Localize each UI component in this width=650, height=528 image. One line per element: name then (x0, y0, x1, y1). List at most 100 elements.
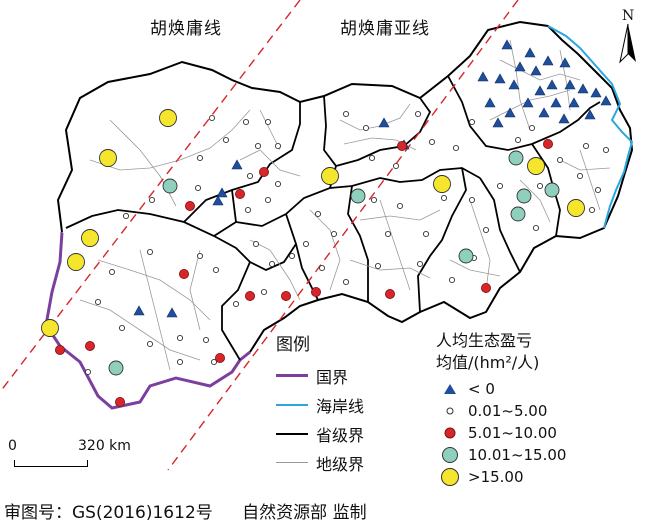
map-marker (396, 140, 407, 151)
map-marker (85, 340, 96, 351)
scale-bar-line (14, 460, 88, 467)
map-marker (274, 142, 282, 150)
value-class-low: 0.01~5.00 (436, 400, 646, 422)
map-marker (321, 167, 339, 185)
map-marker (318, 264, 326, 272)
north-arrow-icon (619, 23, 636, 64)
marker-triangle (501, 39, 513, 50)
supervisor-credit: 自然资源部 监制 (242, 503, 367, 523)
marker-triangle (524, 47, 536, 58)
marker-triangle (514, 61, 526, 72)
map-marker (582, 142, 590, 150)
map-marker (508, 150, 524, 166)
value-class-high: 10.01~15.00 (436, 444, 646, 466)
map-marker (310, 286, 321, 297)
review-number: 审图号：GS(2016)1612号 (4, 503, 213, 523)
map-marker (118, 324, 126, 332)
marker-triangle (494, 73, 506, 84)
map-marker (210, 358, 218, 366)
map-marker (159, 109, 177, 127)
value-class-negative: < 0 (436, 378, 646, 400)
marker-triangle (564, 79, 576, 90)
province-border-swatch (276, 432, 308, 435)
coastline-swatch (276, 403, 308, 406)
map-marker (602, 146, 610, 154)
map-marker (99, 149, 117, 167)
map-marker (264, 118, 272, 126)
prefecture-border-swatch (276, 462, 308, 463)
map-marker (84, 368, 92, 376)
huanyong-ya-line-title: 胡焕庸亚线 (340, 19, 430, 39)
yellow-circle-icon (436, 467, 464, 487)
marker-triangle (231, 159, 243, 170)
map-marker (532, 224, 540, 232)
marker-triangle (584, 109, 596, 120)
map-marker (433, 175, 451, 193)
map-marker (368, 154, 376, 162)
legend-item-national-border: 国界 (276, 361, 476, 390)
map-marker (428, 138, 436, 146)
marker-triangle (166, 307, 178, 318)
value-class-label: 5.01~10.00 (468, 424, 557, 442)
value-class-medium: 5.01~10.00 (436, 422, 646, 444)
value-legend-heading-2: 均值/(hm²/人) (436, 353, 540, 372)
map-marker (246, 172, 254, 180)
map-marker (108, 268, 116, 276)
map-marker (536, 182, 544, 190)
marker-triangle (600, 95, 612, 106)
map-marker (148, 196, 156, 204)
map-marker (556, 156, 564, 164)
marker-triangle (568, 97, 580, 108)
map-marker (146, 248, 154, 256)
huanyong-ya-line (167, 0, 519, 471)
map-marker (146, 340, 154, 348)
map-marker (514, 136, 522, 144)
map-marker (302, 240, 310, 248)
map-marker (384, 230, 392, 238)
map-marker (115, 396, 126, 407)
map-marker (576, 172, 584, 180)
map-marker (176, 358, 184, 366)
map-marker (342, 278, 350, 286)
markers-very-high (41, 109, 585, 337)
national-border-swatch (276, 374, 308, 377)
map-marker (252, 240, 260, 248)
value-class-very-high: >15.00 (436, 466, 646, 488)
marker-triangle (133, 305, 145, 316)
scale-start-label: 0 (8, 438, 17, 454)
map-marker (254, 142, 262, 150)
map-marker (342, 110, 350, 118)
marker-triangle (530, 65, 542, 76)
marker-triangle (542, 55, 554, 66)
map-marker (268, 260, 276, 268)
map-marker (458, 248, 474, 264)
north-label: N (622, 8, 635, 24)
legend-item-label: 国界 (316, 367, 349, 387)
huanyong-line-title: 胡焕庸线 (150, 19, 222, 39)
map-marker (516, 188, 532, 204)
value-class-label: 10.01~15.00 (468, 446, 567, 464)
map-marker (222, 136, 230, 144)
map-marker (55, 344, 66, 355)
legend-heading: 图例 (276, 335, 310, 355)
map-marker (392, 162, 400, 170)
value-class-label: 0.01~5.00 (468, 402, 548, 420)
map-marker (214, 352, 225, 363)
value-class-label: >15.00 (468, 468, 524, 486)
legend-item-label: 海岸线 (316, 396, 365, 416)
national-border (44, 231, 251, 410)
map-marker (330, 230, 338, 238)
map-marker (422, 230, 430, 238)
marker-triangle (538, 107, 550, 118)
map-marker (543, 138, 554, 149)
map-marker (162, 178, 178, 194)
markers-high (108, 150, 560, 376)
map-marker (594, 186, 602, 194)
map-marker (208, 114, 216, 122)
map-marker (374, 262, 382, 270)
map-marker (244, 206, 252, 214)
value-legend: 人均生态盈亏 均值/(hm²/人) < 0 0.01~5.00 5.01~10.… (436, 330, 646, 488)
marker-triangle (484, 97, 496, 108)
marker-triangle (546, 79, 558, 90)
map-marker (122, 212, 130, 220)
